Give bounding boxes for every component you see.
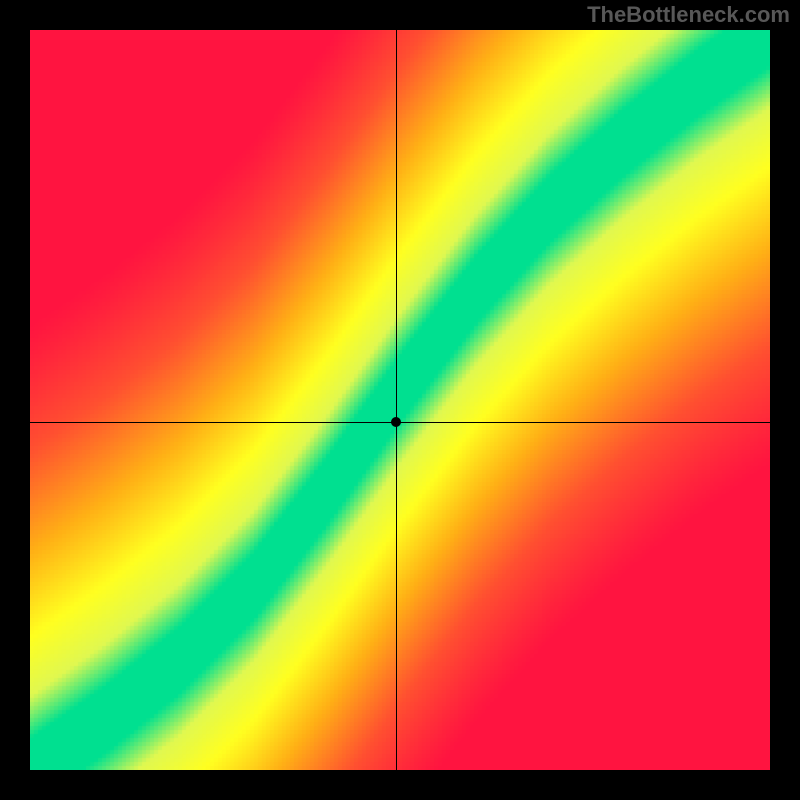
heatmap-canvas [30,30,770,770]
bottleneck-heatmap [30,30,770,770]
crosshair-marker-dot [391,417,401,427]
watermark-text: TheBottleneck.com [587,2,790,28]
crosshair-vertical [396,30,397,770]
